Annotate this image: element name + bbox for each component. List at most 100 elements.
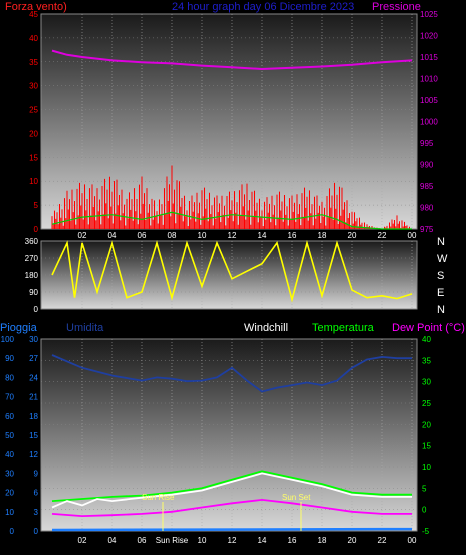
axis-tick-label: 0: [34, 527, 39, 536]
axis-tick-label: 975: [420, 225, 434, 234]
axis-tick-label: 100: [1, 335, 15, 344]
wind-ticks: 45 40 35 30 25 20 15 10 5 0: [29, 10, 38, 234]
axis-tick-label: 10: [5, 508, 14, 517]
legend-dewpoint: Dew Point (°C): [392, 322, 465, 334]
hour-tick-label: 00: [408, 536, 417, 545]
axis-tick-label: 20: [29, 129, 38, 138]
axis-tick-label: 15: [422, 442, 431, 451]
hour-tick-label: 20: [348, 231, 357, 240]
pressure-ticks: 1025 1020 1015 1010 1005 1000 995 990 985 980 975: [420, 10, 438, 234]
hour-tick-label: 02: [78, 536, 87, 545]
hour-tick-label: 18: [318, 536, 327, 545]
axis-tick-label: 45: [29, 10, 38, 19]
chart-title: 24 hour graph day 06 Dicembre 2023: [172, 1, 354, 13]
hour-tick-label: 04: [108, 536, 117, 545]
axis-tick-label: 10: [422, 463, 431, 472]
gust-line: [51, 211, 412, 230]
hour-tick-label: 22: [378, 536, 387, 545]
direction-line: [51, 239, 413, 303]
axis-tick-label: 15: [29, 431, 38, 440]
axis-tick-label: 25: [422, 399, 431, 408]
compass-point-label: S: [437, 270, 444, 282]
axis-tick-label: 5: [422, 484, 427, 493]
axis-tick-label: 40: [5, 450, 14, 459]
legend-temperature: Temperatura: [312, 322, 375, 334]
hour-tick-label: 12: [228, 536, 237, 545]
axis-tick-label: 35: [29, 58, 38, 67]
compass-point-label: E: [437, 287, 444, 299]
compass-point-label: N: [437, 236, 445, 248]
axis-tick-label: 18: [29, 412, 38, 421]
axis-tick-label: 90: [5, 354, 14, 363]
humidity-line: [51, 354, 412, 393]
hour-tick-label: 16: [288, 231, 297, 240]
axis-tick-label: 995: [420, 139, 434, 148]
hour-tick-label: 02: [78, 231, 87, 240]
axis-tick-label: 30: [29, 335, 38, 344]
axis-tick-label: 270: [25, 254, 39, 263]
axis-tick-label: 27: [29, 354, 38, 363]
compass-point-label: N: [437, 304, 445, 316]
axis-tick-label: 1025: [420, 10, 438, 19]
axis-tick-label: 30: [422, 378, 431, 387]
hour-tick-label: 14: [258, 231, 267, 240]
hour-tick-label: 06: [138, 536, 147, 545]
axis-tick-label: 6: [34, 489, 39, 498]
axis-tick-label: 1005: [420, 96, 438, 105]
axis-tick-label: 30: [29, 82, 38, 91]
temperature-panel: [40, 338, 418, 532]
hour-tick-label: 00: [408, 231, 417, 240]
temperature-series: [51, 354, 413, 532]
pressure-line: [51, 49, 413, 71]
compass-point-label: W: [437, 253, 448, 265]
sunset-label: Sun Set: [282, 493, 311, 502]
axis-tick-label: 990: [420, 161, 434, 170]
legend-humidity: Umidita: [66, 322, 104, 334]
axis-tick-label: 0: [34, 225, 39, 234]
temperature-line: [51, 470, 412, 502]
dewpoint-line: [51, 498, 412, 518]
temperature-ticks: 40 35 30 25 20 15 10 5 0 -5: [422, 335, 431, 536]
axis-tick-label: 10: [29, 177, 38, 186]
hour-tick-label: 10: [198, 536, 207, 545]
axis-tick-label: 9: [34, 469, 39, 478]
axis-tick-label: 20: [5, 489, 14, 498]
hour-tick-label: 16: [288, 536, 297, 545]
panel3-hour-ticks: 02 04 06 Sun Rise 10 12 14 16 18 20 22 00: [78, 536, 417, 545]
temperature-grid: [41, 339, 417, 531]
hour-tick-label: 22: [378, 231, 387, 240]
axis-tick-label: 1000: [420, 118, 438, 127]
hour-tick-label: 04: [108, 231, 117, 240]
pressure-axis-label: Pressione: [372, 1, 421, 13]
hour-tick-label: 18: [318, 231, 327, 240]
legend-windchill: Windchill: [244, 322, 288, 334]
hour-tick-label: 10: [198, 231, 207, 240]
windchill-line: [51, 472, 412, 509]
wind-direction-series: [51, 239, 413, 303]
legend-rain: Pioggia: [0, 322, 38, 334]
axis-tick-label: 1010: [420, 75, 438, 84]
axis-tick-label: 50: [5, 431, 14, 440]
axis-tick-label: 30: [5, 469, 14, 478]
axis-tick-label: 90: [29, 288, 38, 297]
axis-tick-label: 180: [25, 271, 39, 280]
axis-tick-label: 985: [420, 182, 434, 191]
hour-tick-label: 06: [138, 231, 147, 240]
axis-tick-label: 24: [29, 373, 38, 382]
wind-direction-grid: [41, 241, 417, 309]
wind-pressure-series: [51, 49, 413, 230]
hour-tick-label: 12: [228, 231, 237, 240]
axis-tick-label: 21: [29, 393, 38, 402]
hour-tick-label: 08: [168, 231, 177, 240]
rain-line: [51, 527, 413, 532]
axis-tick-label: 0: [422, 506, 427, 515]
axis-tick-label: 15: [29, 153, 38, 162]
hour-tick-label: Sun Rise: [156, 536, 189, 545]
axis-tick-label: 70: [5, 393, 14, 402]
axis-tick-label: 40: [422, 335, 431, 344]
hour-tick-label: 14: [258, 536, 267, 545]
